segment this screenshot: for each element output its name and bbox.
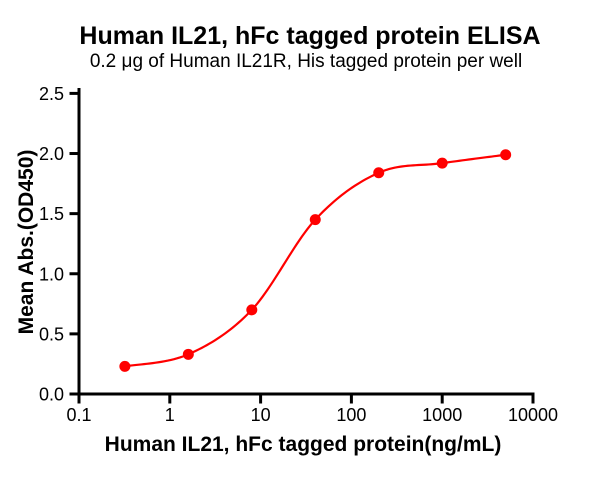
data-point	[373, 167, 385, 179]
data-point	[309, 214, 321, 226]
y-axis-label: Mean Abs.(OD450)	[15, 149, 38, 335]
y-tick-label: 1.5	[39, 204, 64, 224]
chart-subtitle: 0.2 μg of Human IL21R, His tagged protei…	[89, 51, 523, 72]
y-tick-label: 0.5	[39, 324, 64, 344]
data-point	[246, 304, 258, 316]
y-tick-label: 2.5	[39, 84, 64, 104]
x-tick-label: 10000	[508, 405, 558, 425]
x-tick-label: 1	[165, 405, 175, 425]
x-axis-label: Human IL21, hFc tagged protein(ng/mL)	[104, 433, 502, 456]
y-tick-label: 0.0	[39, 385, 64, 405]
chart-title: Human IL21, hFc tagged protein ELISA	[79, 22, 541, 50]
y-tick-label: 2.0	[39, 144, 64, 164]
x-tick-label: 100	[336, 405, 366, 425]
x-tick-label: 1000	[422, 405, 462, 425]
data-point	[119, 360, 131, 372]
data-point	[500, 149, 512, 161]
data-point	[182, 348, 194, 360]
dose-response-curve	[123, 153, 507, 368]
x-tick-label: 10	[251, 405, 271, 425]
data-point	[436, 157, 448, 169]
x-tick-label: 0.1	[66, 405, 91, 425]
y-tick-label: 1.0	[39, 264, 64, 284]
